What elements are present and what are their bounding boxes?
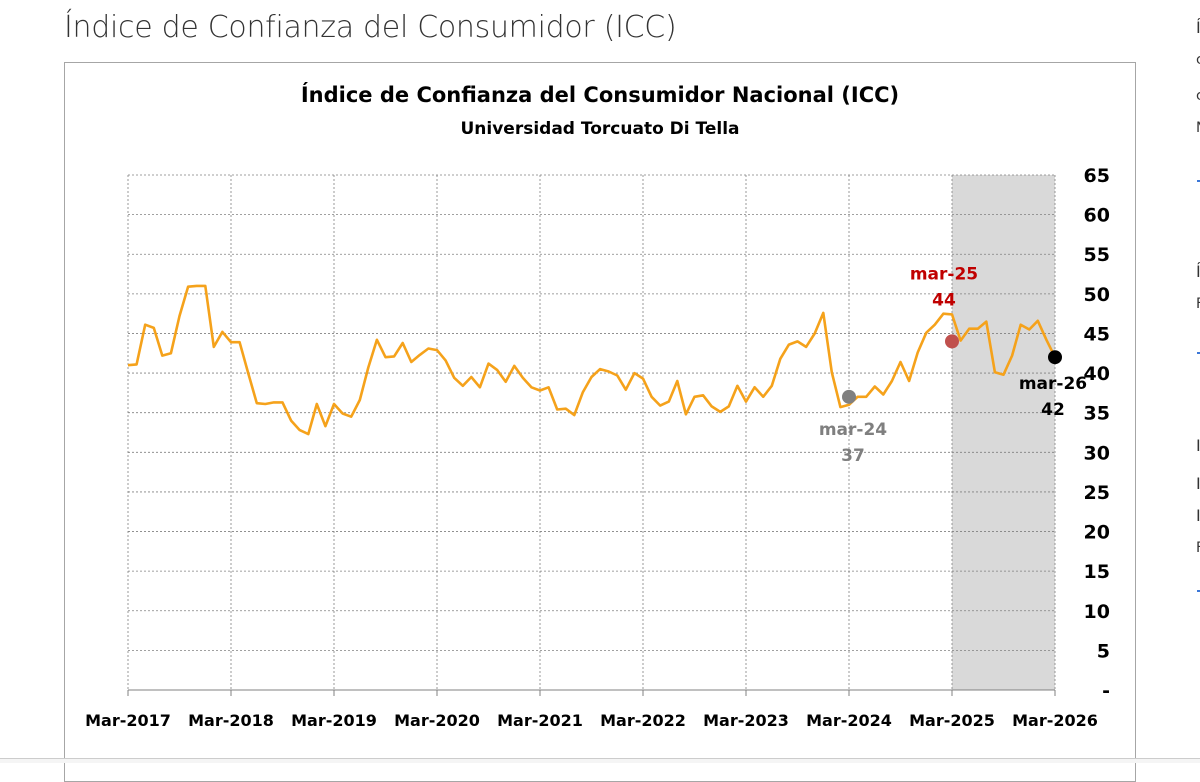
right-column-letter: I: [1196, 474, 1200, 493]
series-line-icc: [127, 284, 1057, 436]
annotation-value-label: 42: [1041, 400, 1065, 420]
y-tick-label: 65: [1084, 165, 1110, 187]
annotation-month-label: mar-25: [910, 264, 978, 284]
y-tick-label: 50: [1084, 284, 1110, 306]
y-tick-label: 15: [1084, 561, 1110, 583]
right-column-letter: I: [1196, 506, 1200, 525]
y-tick-label: 25: [1084, 482, 1110, 504]
bottom-strip: [0, 758, 1200, 763]
right-column-letter: Í: [1196, 18, 1200, 37]
x-tick-label: Mar-2017: [85, 711, 171, 730]
y-tick-label: 10: [1084, 601, 1110, 623]
marker-mar-25[interactable]: [945, 334, 959, 349]
x-tick-label: Mar-2026: [1012, 711, 1098, 730]
annotation-month-label: mar-26: [1019, 374, 1087, 394]
y-tick-label: 5: [1097, 640, 1110, 662]
x-tick-label: Mar-2018: [188, 711, 274, 730]
annotation-value-label: 44: [932, 290, 956, 310]
x-tick-label: Mar-2019: [291, 711, 377, 730]
y-tick-label: 40: [1084, 363, 1110, 385]
right-column-text: Í c c N Í F I I I F: [1190, 0, 1200, 762]
chart-subtitle: Universidad Torcuato Di Tella: [460, 119, 739, 139]
y-tick-label: 20: [1084, 522, 1110, 544]
y-tick-label: 55: [1084, 244, 1110, 266]
right-column-link-mark[interactable]: [1197, 352, 1200, 354]
x-tick-label: Mar-2021: [497, 711, 583, 730]
right-column-letter: Í: [1196, 262, 1200, 281]
y-tick-label: -: [1102, 680, 1110, 702]
page-title: Índice de Confianza del Consumidor (ICC): [64, 10, 677, 45]
y-tick-label: 45: [1084, 323, 1110, 345]
y-tick-label: 60: [1084, 205, 1110, 227]
icc-line-chart: Índice de Confianza del Consumidor Nacio…: [85, 82, 1110, 730]
right-column-letter: F: [1196, 296, 1200, 312]
chart-frame: Índice de Confianza del Consumidor Nacio…: [64, 62, 1136, 782]
x-tick-label: Mar-2025: [909, 711, 995, 730]
right-column-link-mark[interactable]: [1197, 590, 1200, 592]
marker-mar-24[interactable]: [842, 389, 856, 404]
annotation-value-label: 37: [841, 446, 865, 466]
x-tick-label: Mar-2023: [703, 711, 789, 730]
right-column-letter: N: [1196, 120, 1200, 136]
y-tick-label: 30: [1084, 442, 1110, 464]
right-column-letter: c: [1196, 88, 1200, 104]
right-column-letter: I: [1196, 436, 1200, 455]
right-column-letter: c: [1196, 52, 1200, 68]
x-tick-label: Mar-2022: [600, 711, 686, 730]
right-column-link-mark[interactable]: [1197, 180, 1200, 182]
right-column-letter: F: [1196, 540, 1200, 556]
marker-mar-26[interactable]: [1048, 350, 1062, 365]
x-tick-label: Mar-2024: [806, 711, 892, 730]
x-tick-label: Mar-2020: [394, 711, 480, 730]
y-tick-label: 35: [1084, 403, 1110, 425]
highlight-band: [952, 175, 1055, 690]
chart-title: Índice de Confianza del Consumidor Nacio…: [301, 82, 899, 107]
annotation-month-label: mar-24: [819, 420, 887, 440]
